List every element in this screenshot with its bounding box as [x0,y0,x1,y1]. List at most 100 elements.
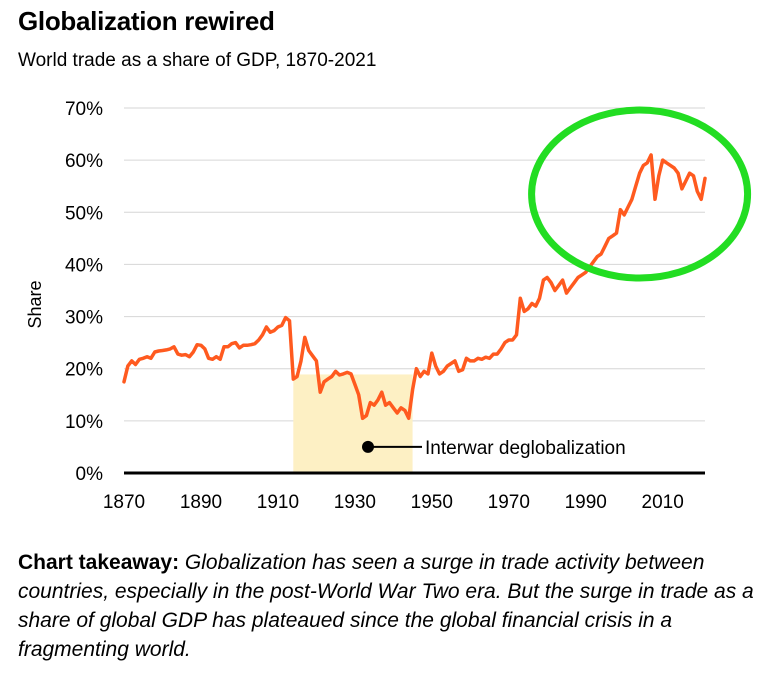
data-point [165,348,168,351]
data-point [607,237,610,240]
data-point [503,341,506,344]
data-point [192,351,195,354]
x-axis-ticks: 1870 1890 1910 1930 1950 1970 1990 2010 [103,492,684,513]
data-point [423,370,426,373]
data-point [465,357,468,360]
data-point [696,190,699,193]
y-tick-label: 50% [65,203,103,224]
data-point [677,172,680,175]
data-point [415,367,418,370]
data-point [215,355,218,358]
x-tick-label: 1910 [257,492,299,513]
data-point [446,365,449,368]
data-point [596,255,599,258]
data-point [299,359,302,362]
data-point [207,357,210,360]
data-point [315,359,318,362]
data-point [357,393,360,396]
data-point [442,370,445,373]
data-point [684,180,687,183]
y-tick-label: 70% [65,99,103,120]
y-axis-label: Share [25,280,45,328]
data-point [223,345,226,348]
data-point [238,346,241,349]
data-point [292,378,295,381]
data-point [615,232,618,235]
data-point [388,401,391,404]
data-point [288,319,291,322]
series-line-trade-share [122,153,707,421]
data-point [492,353,495,356]
data-point [161,349,164,352]
data-point [657,174,660,177]
data-point [134,363,137,366]
data-point [346,371,349,374]
data-point [642,164,645,167]
data-point [688,172,691,175]
data-point [627,206,630,209]
data-point [561,279,564,282]
data-point [534,305,537,308]
data-point [257,339,260,342]
data-point [453,359,456,362]
data-point [623,213,626,216]
data-point [123,380,126,383]
data-point [434,365,437,368]
data-point [384,404,387,407]
data-point [669,164,672,167]
data-point [376,399,379,402]
data-point [577,276,580,279]
data-point [330,375,333,378]
data-point [469,359,472,362]
data-point [507,339,510,342]
data-point [230,342,233,345]
y-tick-label: 20% [65,360,103,381]
data-point [550,281,553,284]
data-point [203,347,206,350]
data-point [511,339,514,342]
y-tick-label: 10% [65,412,103,433]
data-point [603,245,606,248]
data-point [461,368,464,371]
data-point [473,359,476,362]
data-point [126,365,129,368]
x-tick-label: 1990 [565,492,607,513]
data-point [630,198,633,201]
data-point [646,161,649,164]
x-tick-label: 1890 [180,492,222,513]
chart-title: Globalization rewired [18,6,275,36]
data-point [338,373,341,376]
data-point [142,357,145,360]
chart-takeaway: Chart takeaway: Globalization has seen a… [18,548,778,664]
data-point [619,208,622,211]
data-point [319,391,322,394]
data-point [484,356,487,359]
data-point [411,388,414,391]
data-point [269,331,272,334]
data-point [146,355,149,358]
data-point [369,401,372,404]
data-point [307,349,310,352]
x-tick-label: 2010 [642,492,684,513]
data-point [592,260,595,263]
data-point [153,351,156,354]
data-point [169,347,172,350]
data-point [184,353,187,356]
data-point [584,271,587,274]
data-point [569,286,572,289]
data-point [519,297,522,300]
data-point [273,329,276,332]
data-point [430,352,433,355]
data-point [373,404,376,407]
data-point [500,347,503,350]
takeaway-lead: Chart takeaway: [18,551,180,574]
data-point [196,343,199,346]
data-point [261,333,264,336]
data-point [234,341,237,344]
data-point [426,372,429,375]
x-tick-label: 1970 [488,492,530,513]
data-point [661,159,664,162]
data-point [323,380,326,383]
data-point [249,343,252,346]
data-point [530,302,533,305]
